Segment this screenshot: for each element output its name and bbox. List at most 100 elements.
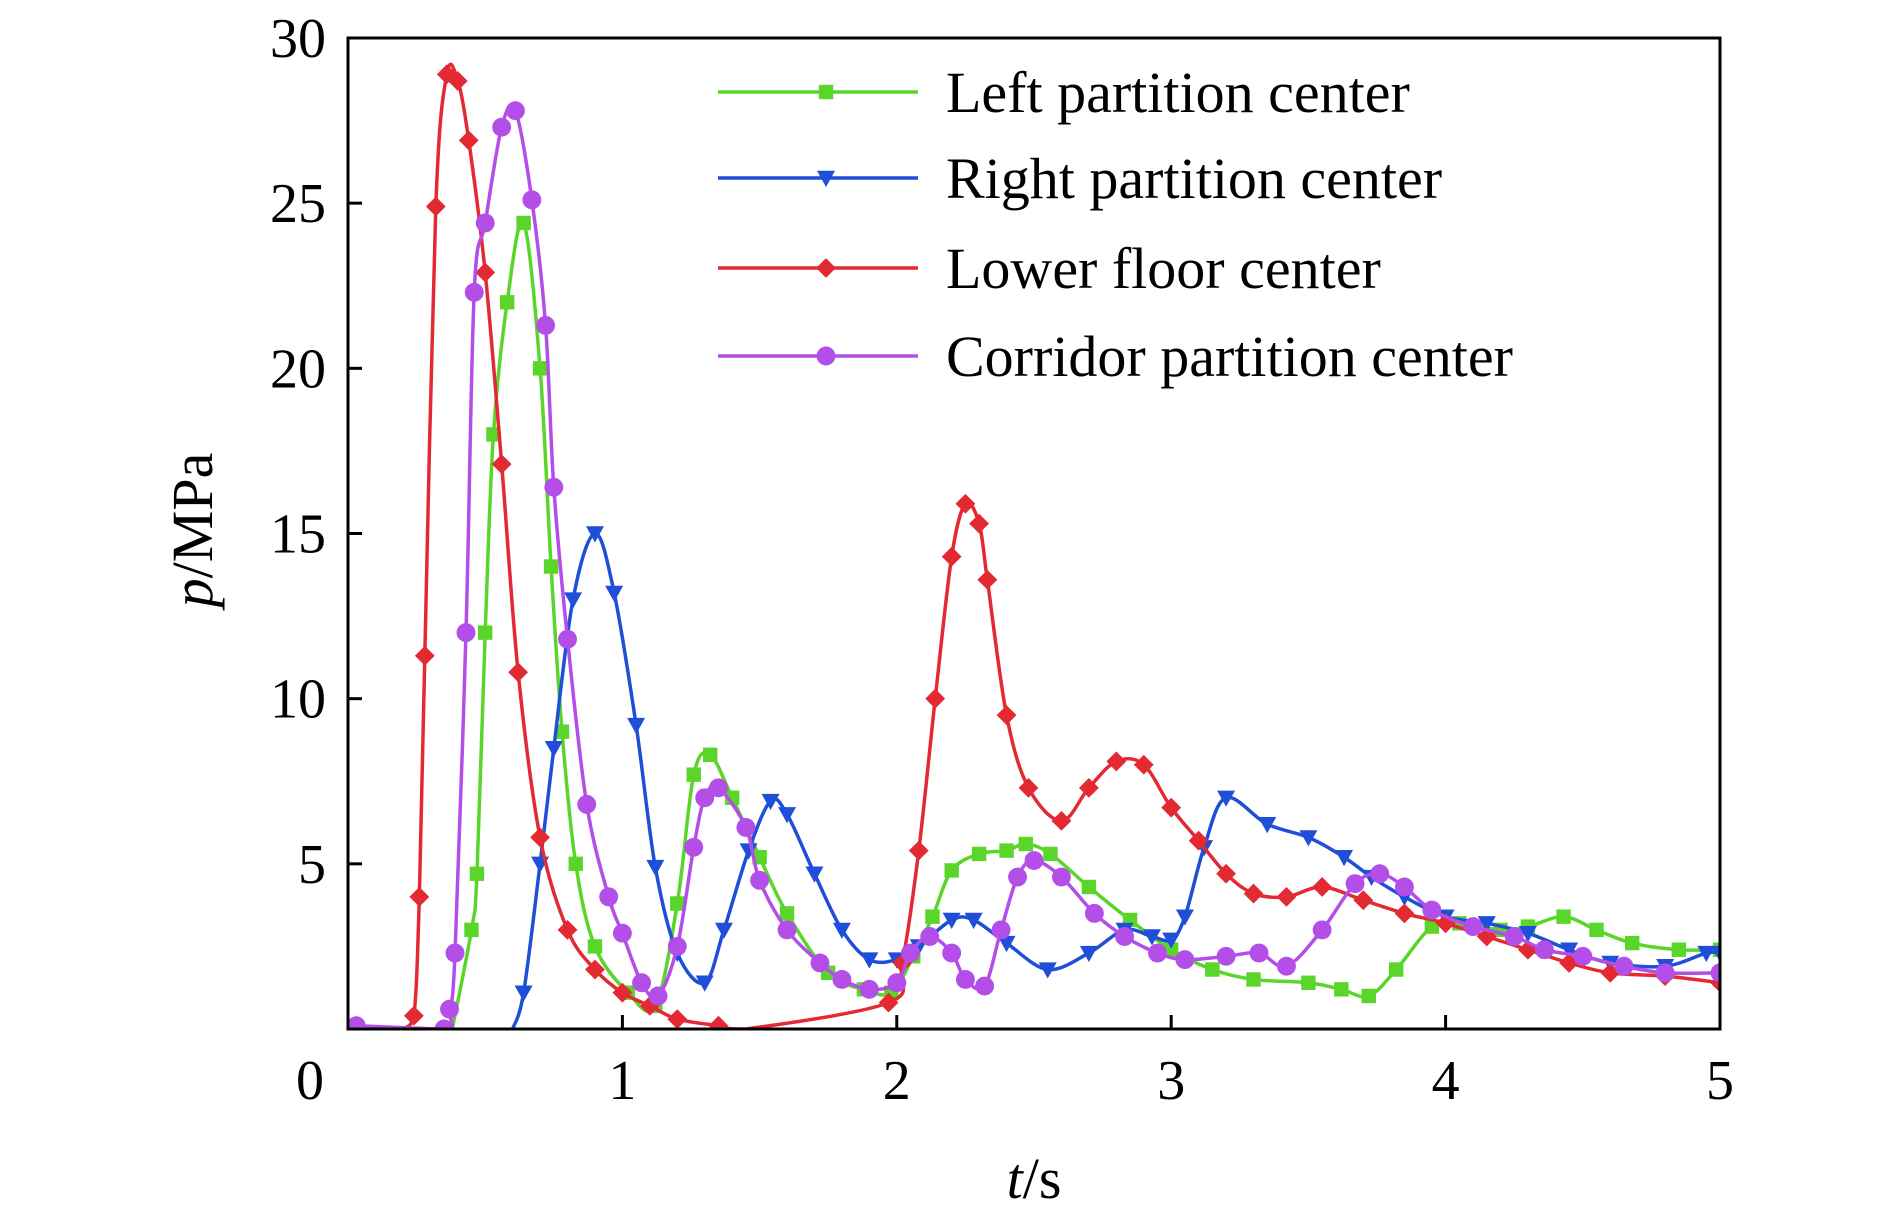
- data-point: [1084, 903, 1104, 923]
- data-point: [1299, 830, 1318, 847]
- data-point: [667, 1009, 688, 1029]
- y-axis-unit: /MPa: [160, 453, 225, 579]
- data-point: [522, 190, 542, 210]
- data-point: [409, 886, 430, 907]
- data-point: [491, 454, 512, 475]
- data-point: [920, 927, 940, 946]
- data-point: [777, 920, 797, 940]
- data-point: [414, 645, 435, 666]
- x-axis-unit: /s: [1023, 1146, 1062, 1211]
- data-point: [599, 887, 619, 907]
- data-point: [1614, 956, 1634, 976]
- data-point: [1361, 988, 1376, 1004]
- data-point: [925, 909, 940, 924]
- data-point: [703, 747, 718, 763]
- data-point: [991, 920, 1011, 940]
- data-point: [1424, 919, 1440, 934]
- data-point: [1216, 863, 1236, 884]
- data-point: [1078, 777, 1099, 798]
- data-point: [1560, 942, 1579, 959]
- data-point: [1589, 922, 1604, 938]
- data-point: [1024, 851, 1044, 870]
- data-point: [554, 724, 570, 739]
- data-point: [1463, 917, 1483, 937]
- data-point: [969, 513, 990, 534]
- data-point: [941, 546, 962, 567]
- data-point: [1038, 962, 1057, 979]
- data-point: [942, 943, 962, 963]
- data-point: [779, 906, 795, 921]
- data-point: [887, 973, 907, 993]
- data-point: [1422, 900, 1442, 920]
- data-point: [1655, 963, 1675, 983]
- data-point: [761, 793, 780, 811]
- data-point: [1335, 850, 1354, 867]
- data-point: [695, 788, 715, 808]
- y-tick-label: 20: [270, 338, 326, 400]
- data-point: [955, 970, 975, 989]
- series-layer: [348, 62, 1720, 1029]
- data-point: [648, 986, 668, 1006]
- data-point: [667, 936, 687, 956]
- y-tick-label: 25: [270, 173, 326, 235]
- legend: Left partition center Right partition cen…: [718, 60, 1513, 389]
- data-point: [612, 923, 632, 943]
- data-point: [1246, 972, 1261, 987]
- data-point: [516, 215, 531, 231]
- data-point: [577, 794, 597, 814]
- data-point: [544, 741, 563, 758]
- data-point: [1175, 950, 1195, 970]
- data-point: [1018, 777, 1039, 798]
- data-point: [456, 623, 476, 643]
- data-point: [999, 843, 1014, 858]
- data-point: [971, 846, 987, 862]
- data-point: [585, 959, 605, 980]
- data-point: [492, 117, 512, 137]
- data-point: [1671, 942, 1687, 957]
- x-tick-label: 4: [1432, 1050, 1460, 1112]
- data-point: [568, 856, 583, 872]
- legend-label: Corridor partition center: [946, 324, 1513, 389]
- data-point: [403, 1005, 424, 1026]
- y-axis-variable: p: [160, 578, 225, 611]
- data-point: [1079, 945, 1098, 963]
- data-point: [499, 295, 515, 310]
- data-point: [1276, 956, 1296, 976]
- data-point: [1534, 940, 1554, 960]
- data-point: [1043, 846, 1058, 862]
- data-point: [1389, 962, 1404, 977]
- data-point: [901, 943, 920, 963]
- data-point: [1018, 836, 1033, 852]
- x-tick-label: 1: [608, 1050, 636, 1112]
- data-point: [627, 717, 646, 735]
- data-point: [1559, 953, 1579, 973]
- data-point: [1301, 975, 1316, 990]
- data-point: [1258, 816, 1277, 834]
- x-tick-label: 2: [883, 1050, 911, 1112]
- tick-marks: [348, 201, 1448, 1029]
- data-point: [878, 992, 899, 1013]
- data-point: [805, 866, 824, 883]
- data-point: [1051, 810, 1072, 831]
- data-point: [1711, 945, 1720, 963]
- data-point: [964, 912, 983, 929]
- data-point: [632, 973, 652, 993]
- data-point: [564, 592, 583, 609]
- data-point: [544, 477, 564, 497]
- data-point: [1162, 932, 1181, 949]
- data-point: [1142, 929, 1161, 946]
- data-point: [708, 1015, 729, 1029]
- data-point: [469, 866, 485, 881]
- legend-label: Lower floor center: [946, 236, 1381, 301]
- legend-item: Right partition center: [718, 146, 1442, 211]
- data-point: [1276, 886, 1297, 907]
- data-point: [348, 1016, 366, 1029]
- data-point: [1556, 909, 1571, 924]
- y-tick-label: 30: [270, 8, 326, 70]
- y-tick-label: 15: [270, 504, 326, 566]
- data-point: [1164, 942, 1179, 957]
- data-point: [955, 493, 976, 514]
- data-point: [736, 818, 756, 837]
- legend-swatch-marker: [818, 84, 834, 100]
- data-point: [1697, 945, 1716, 963]
